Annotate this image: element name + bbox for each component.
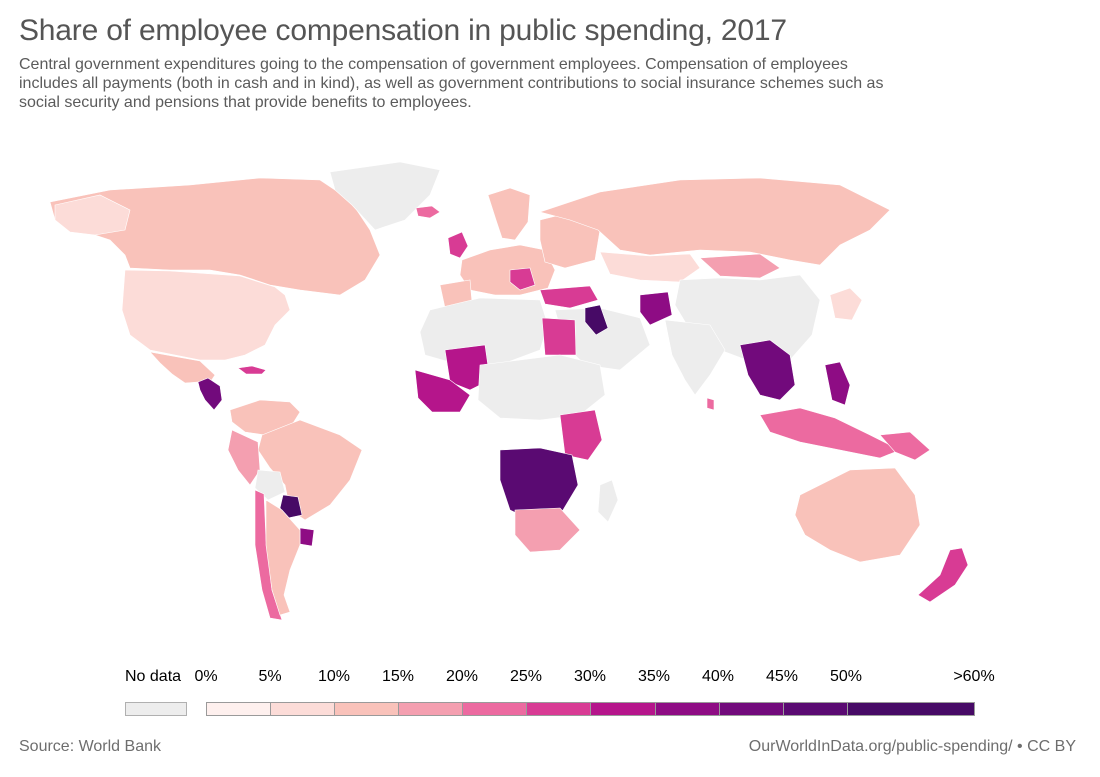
world-map <box>49 161 969 621</box>
legend-bin-swatch <box>655 703 720 715</box>
region-southeast-asia[interactable] <box>739 339 796 401</box>
legend-color-scale <box>206 702 975 716</box>
chart-title: Share of employee compensation in public… <box>19 14 787 47</box>
region-south-africa[interactable] <box>514 507 581 553</box>
legend-tick-label: 40% <box>701 668 735 685</box>
legend-tick-label: 10% <box>317 668 351 685</box>
legend-bin-swatch <box>207 703 272 715</box>
region-canada[interactable] <box>49 177 381 296</box>
legend-bin-swatch <box>847 703 974 715</box>
region-west-africa[interactable] <box>414 369 471 413</box>
legend-tick-label: 20% <box>445 668 479 685</box>
region-sri-lanka[interactable] <box>706 397 715 411</box>
legend-tick-label: 25% <box>509 668 543 685</box>
region-chile[interactable] <box>254 489 283 621</box>
region-central-america[interactable] <box>197 377 223 411</box>
source-url[interactable]: OurWorldInData.org/public-spending/ • CC… <box>748 738 1076 755</box>
legend-tick-label: 50% <box>829 668 863 685</box>
region-usa[interactable] <box>121 269 291 361</box>
region-brazil[interactable] <box>257 419 363 521</box>
legend-tick-label: 15% <box>381 668 415 685</box>
region-madagascar[interactable] <box>597 479 619 523</box>
region-iceland[interactable] <box>415 205 441 219</box>
region-egypt[interactable] <box>541 317 577 356</box>
region-uk-ireland[interactable] <box>447 231 469 259</box>
region-philippines[interactable] <box>824 361 851 406</box>
region-peru[interactable] <box>227 429 261 486</box>
region-paraguay[interactable] <box>279 494 303 519</box>
region-scandinavia[interactable] <box>487 187 531 241</box>
region-north-africa[interactable] <box>419 297 549 366</box>
legend-bin-swatch <box>399 703 464 715</box>
region-argentina[interactable] <box>265 499 301 616</box>
legend-tick-label: 30% <box>573 668 607 685</box>
legend-bin-swatch <box>783 703 848 715</box>
legend-tick-label: >60% <box>953 668 995 685</box>
legend-no-data-swatch <box>125 702 187 716</box>
region-india[interactable] <box>664 319 726 396</box>
region-balkans[interactable] <box>509 267 536 291</box>
region-central-africa[interactable] <box>477 354 606 421</box>
region-uruguay[interactable] <box>299 527 315 547</box>
region-indonesia-malaysia[interactable] <box>759 407 901 459</box>
color-legend: No data 0% 5% 10% 15% 20% 25% 30% 35% 40… <box>0 660 1100 720</box>
legend-tick-label: 5% <box>258 668 282 685</box>
legend-bin-swatch <box>719 703 784 715</box>
region-western-europe[interactable] <box>459 244 556 296</box>
legend-no-data-label: No data <box>125 668 182 685</box>
region-caribbean[interactable] <box>237 365 267 375</box>
legend-bin-swatch <box>591 703 656 715</box>
region-turkey[interactable] <box>539 285 599 309</box>
region-japan-korea[interactable] <box>829 287 863 321</box>
region-kazakhstan[interactable] <box>599 251 701 283</box>
region-alaska[interactable] <box>54 194 131 236</box>
region-iraq[interactable] <box>584 304 609 336</box>
legend-bin-swatch <box>271 703 336 715</box>
region-new-zealand[interactable] <box>917 547 969 603</box>
region-bolivia[interactable] <box>254 469 286 501</box>
chart-subtitle: Central government expenditures going to… <box>19 56 884 111</box>
region-greenland[interactable] <box>329 161 441 231</box>
region-afghanistan[interactable] <box>639 291 673 326</box>
legend-tick-label: 35% <box>637 668 671 685</box>
legend-tick-label: 45% <box>765 668 799 685</box>
region-mongolia[interactable] <box>699 253 781 279</box>
region-australia[interactable] <box>794 467 921 563</box>
legend-tick-label: 0% <box>194 668 218 685</box>
legend-bin-swatch <box>527 703 592 715</box>
legend-bin-swatch <box>335 703 400 715</box>
source-note: Source: World Bank <box>19 738 161 755</box>
region-east-africa[interactable] <box>559 409 603 461</box>
region-russia[interactable] <box>538 177 891 266</box>
legend-bin-swatch <box>463 703 528 715</box>
region-papua-new-guinea[interactable] <box>879 431 931 461</box>
